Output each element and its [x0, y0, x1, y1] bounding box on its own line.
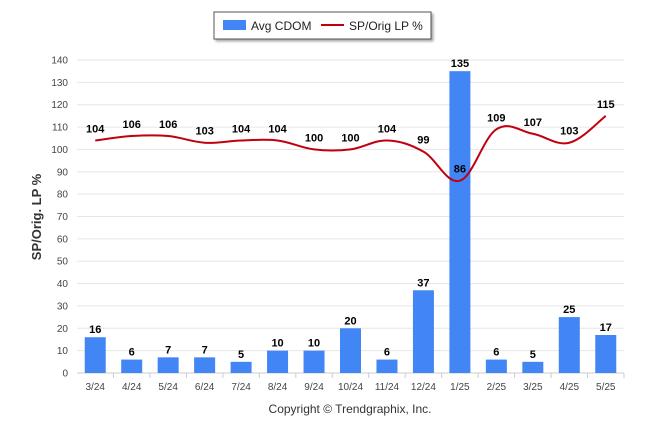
legend-label-avg-cdom: Avg CDOM: [251, 19, 311, 33]
x-axis-ticks: 3/24 4/24 5/24 6/24 7/24 8/24 9/24 10/24 11/24 12…: [85, 373, 625, 393]
line-data-labels: 104 106 106 103 104 104 100 100 104 99 86 109 107 103…: [86, 99, 615, 176]
bar-value-label: 16: [89, 324, 101, 336]
y-tick-label: 20: [57, 324, 69, 335]
y-tick-label: 60: [57, 234, 69, 245]
bar-value-label: 7: [202, 344, 208, 356]
line-value-label: 86: [454, 164, 466, 176]
bar: [485, 359, 507, 373]
y-tick-label: 110: [52, 123, 68, 134]
x-tick-label: 3/25: [523, 382, 543, 393]
x-tick-label: 1/25: [450, 382, 470, 393]
bar-value-label: 17: [600, 322, 612, 334]
bar-value-label: 5: [530, 349, 536, 361]
bar: [157, 357, 179, 373]
x-tick-label: 7/24: [231, 382, 251, 393]
line-value-label: 100: [305, 132, 323, 144]
line-value-label: 107: [524, 117, 542, 129]
bar-value-label: 5: [238, 349, 244, 361]
x-tick-label: 8/24: [268, 382, 288, 393]
bar: [194, 357, 216, 373]
line-value-label: 104: [232, 123, 251, 135]
bar: [376, 359, 398, 373]
line-value-label: 104: [378, 123, 397, 135]
bar-value-label: 135: [451, 58, 469, 70]
bar: [449, 71, 471, 373]
y-tick-label: 130: [51, 78, 68, 89]
bar-value-label: 6: [384, 347, 390, 359]
x-tick-label: 12/24: [411, 382, 436, 393]
line-series: [95, 115, 607, 182]
x-tick-label: 3/24: [85, 382, 105, 393]
bar-value-label: 25: [563, 304, 575, 316]
bar: [595, 334, 617, 373]
y-tick-label: 10: [57, 346, 69, 357]
legend-label-sp-orig-lp: SP/Orig LP %: [349, 19, 423, 33]
y-axis-ticks: 0 10 20 30 40 50 60 70 80 90 100 110 120 130 140: [51, 56, 68, 380]
y-tick-label: 90: [57, 167, 69, 178]
x-tick-label: 10/24: [338, 382, 363, 393]
bar: [121, 359, 143, 373]
bar: [412, 290, 434, 373]
bar-value-label: 10: [308, 338, 320, 350]
line-value-label: 100: [341, 132, 359, 144]
line-value-label: 104: [86, 123, 105, 135]
y-tick-label: 100: [51, 145, 68, 156]
x-tick-label: 4/25: [560, 382, 580, 393]
bar: [230, 361, 252, 373]
bar-data-labels: 16 6 7 7 5 10 10 20 6 37 135 6 5 25 17: [89, 58, 612, 361]
x-tick-label: 2/25: [487, 382, 507, 393]
bar-value-label: 6: [493, 347, 499, 359]
y-tick-label: 50: [57, 257, 69, 268]
y-tick-label: 0: [62, 369, 68, 380]
legend: Avg CDOM SP/Orig LP %: [213, 11, 432, 40]
bar: [522, 361, 544, 373]
copyright-credit: Copyright © Trendgraphix, Inc.: [269, 402, 432, 416]
line-value-label: 103: [195, 126, 213, 138]
line-value-label: 99: [417, 135, 429, 147]
bar-value-label: 10: [271, 338, 283, 350]
x-tick-label: 9/24: [304, 382, 324, 393]
bar-value-label: 6: [129, 347, 135, 359]
y-tick-label: 40: [57, 279, 69, 290]
x-tick-label: 6/24: [195, 382, 215, 393]
x-tick-label: 5/25: [596, 382, 616, 393]
bar: [558, 317, 580, 373]
sp-orig-lp-line: [95, 115, 607, 182]
x-tick-label: 11/24: [375, 382, 400, 393]
y-tick-label: 30: [57, 301, 69, 312]
bar: [84, 337, 106, 373]
bar-value-label: 7: [165, 344, 171, 356]
y-tick-label: 70: [57, 212, 69, 223]
x-tick-label: 5/24: [158, 382, 178, 393]
line-value-label: 106: [123, 119, 141, 131]
y-tick-label: 80: [57, 190, 69, 201]
bar: [303, 350, 325, 373]
y-axis-title: SP/Orig. LP %: [29, 173, 44, 260]
line-value-label: 104: [268, 123, 287, 135]
bar-value-label: 37: [417, 277, 429, 289]
bar-value-label: 20: [344, 315, 356, 327]
x-tick-label: 4/24: [122, 382, 142, 393]
line-value-label: 109: [487, 112, 505, 124]
line-value-label: 103: [560, 126, 578, 138]
line-value-label: 106: [159, 119, 177, 131]
y-tick-label: 120: [51, 100, 68, 111]
y-tick-label: 140: [51, 56, 68, 67]
bar: [340, 328, 361, 373]
bar-series: [84, 71, 617, 373]
bar: [267, 350, 289, 373]
line-value-label: 115: [597, 99, 615, 111]
legend-swatch-avg-cdom: [223, 20, 246, 30]
